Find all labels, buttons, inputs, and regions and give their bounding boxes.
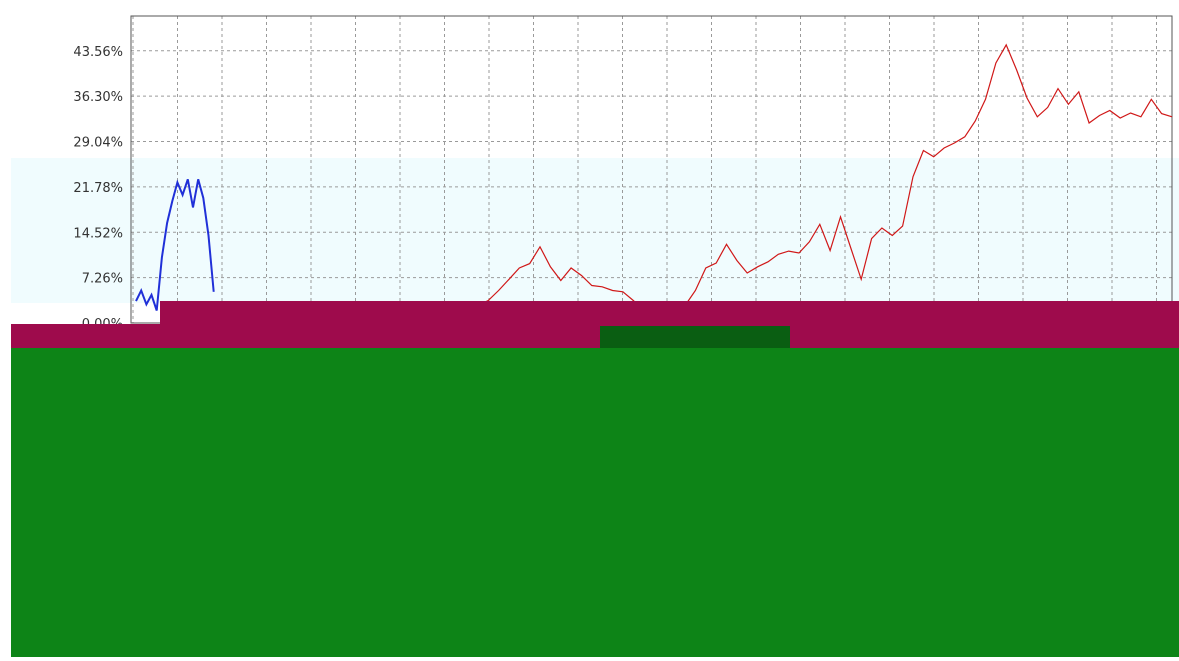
y-tick-label: 36.30%	[73, 90, 123, 105]
y-tick-label: 43.56%	[73, 45, 123, 60]
green-overlay-panel	[11, 348, 1179, 657]
crimson-overlay-band	[160, 301, 1179, 324]
crimson-overlay-band-lower	[11, 324, 1179, 348]
y-tick-label: 7.26%	[82, 272, 123, 287]
dark-green-overlay-strip	[600, 326, 790, 348]
series-line-1	[135, 178, 215, 311]
y-tick-label: 14.52%	[73, 226, 123, 241]
series-line-2	[477, 43, 1173, 321]
label-strip	[11, 158, 1179, 303]
y-tick-label: 29.04%	[73, 136, 123, 151]
y-tick-label: 21.78%	[73, 181, 123, 196]
